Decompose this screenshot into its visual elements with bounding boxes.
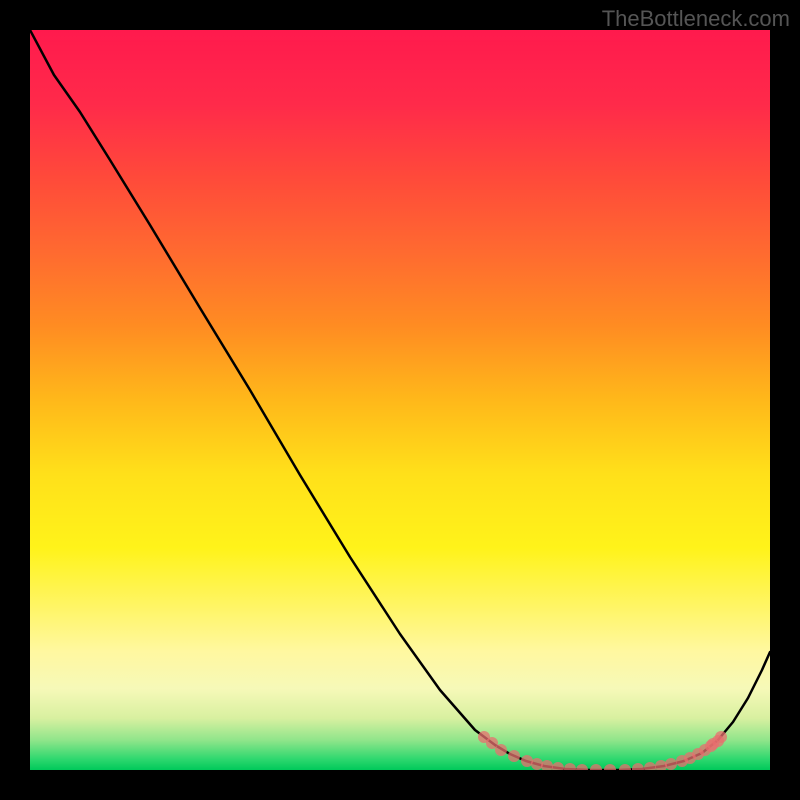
data-marker xyxy=(531,758,543,770)
data-marker xyxy=(665,758,677,770)
gradient-background xyxy=(30,30,770,770)
plot-area xyxy=(30,30,770,770)
chart-svg xyxy=(30,30,770,770)
data-marker xyxy=(715,731,727,743)
watermark-label: TheBottleneck.com xyxy=(602,6,790,32)
data-marker xyxy=(495,744,507,756)
data-marker xyxy=(508,750,520,762)
chart-container: TheBottleneck.com xyxy=(0,0,800,800)
